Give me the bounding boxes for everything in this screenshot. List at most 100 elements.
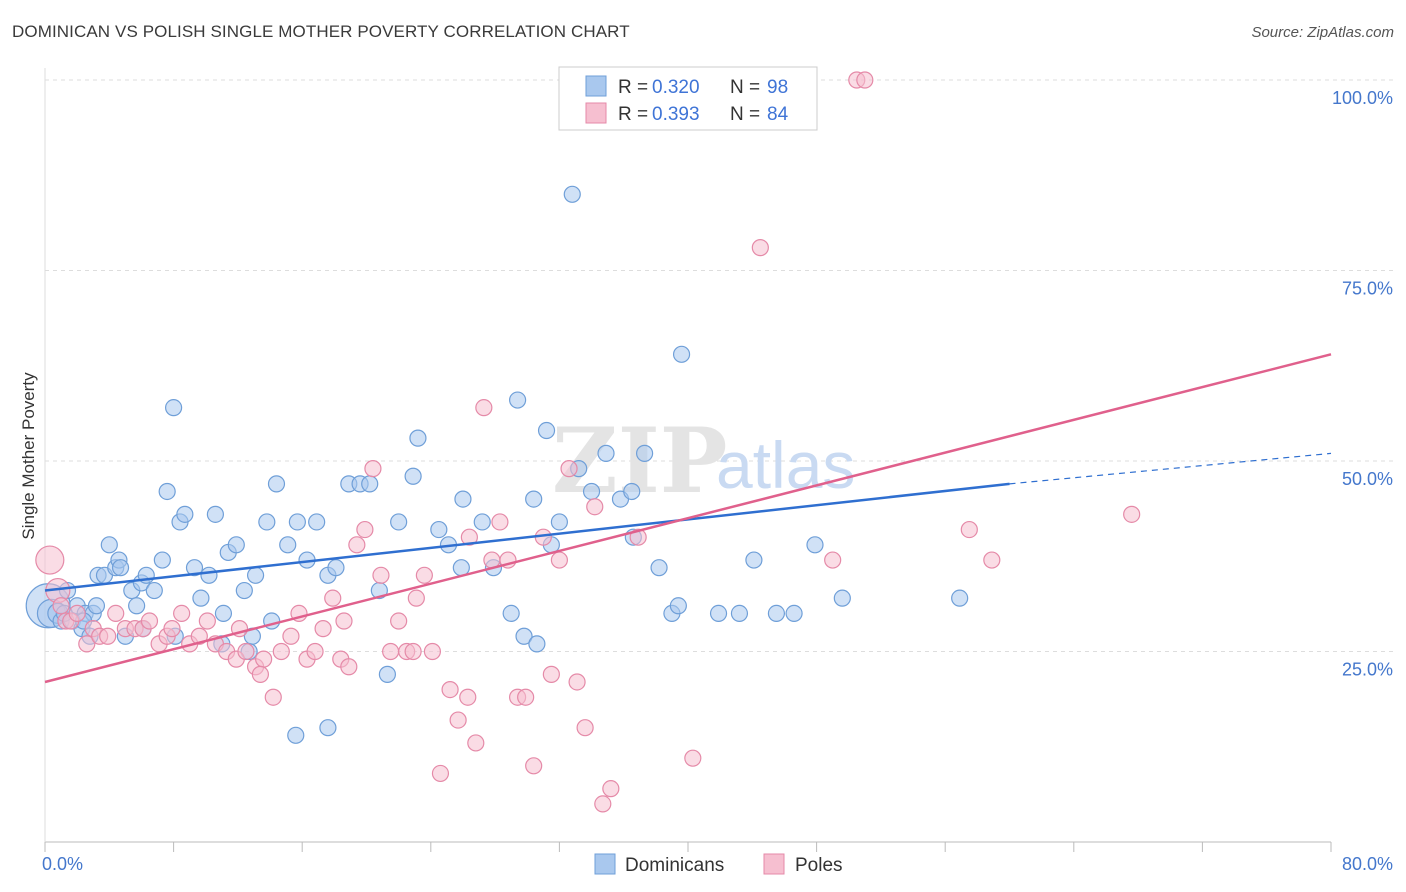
dominican-point: [537, 421, 556, 440]
poles-point: [356, 520, 374, 539]
poles-point: [190, 627, 208, 645]
dominican-point: [235, 581, 253, 600]
poles-point: [107, 604, 125, 623]
dominican-point: [145, 581, 163, 600]
dominican-point: [279, 536, 297, 554]
y-axis-title: Single Mother Poverty: [19, 372, 38, 540]
poles-point: [404, 642, 422, 661]
dominican-point: [672, 345, 691, 363]
series-legend: Dominicans Poles: [594, 853, 843, 876]
dominican-point: [951, 589, 969, 607]
dominicans-trend-extension: [1009, 452, 1332, 485]
dominican-point: [327, 559, 345, 577]
dominican-point: [128, 597, 146, 615]
dominican-point: [378, 665, 396, 683]
x-tick-label-max: 80.0%: [1342, 854, 1393, 874]
dominican-point: [165, 399, 183, 417]
dominican-point: [192, 589, 210, 607]
watermark: ZIP atlas: [552, 408, 855, 514]
dominican-point: [473, 513, 491, 531]
poles-point: [340, 658, 358, 676]
poles-point: [517, 688, 535, 706]
poles-point: [78, 635, 96, 653]
dominican-point: [287, 726, 305, 744]
dominican-point: [361, 475, 379, 493]
poles-point: [1123, 505, 1141, 523]
dominican-point: [267, 475, 286, 493]
trend-lines: [44, 353, 1332, 684]
y-tick-label: 100.0%: [1332, 88, 1393, 108]
dominican-point: [319, 719, 337, 737]
poles-point: [251, 665, 270, 683]
chart-title: DOMINICAN VS POLISH SINGLE MOTHER POVERT…: [12, 22, 630, 41]
poles-point: [282, 627, 300, 645]
dominican-point: [582, 482, 601, 501]
poles-point: [255, 650, 273, 668]
poles-point: [173, 604, 191, 623]
dominican-point: [185, 559, 204, 577]
poles-point: [423, 642, 442, 661]
poles-point: [459, 688, 477, 706]
bottom-swatch-dominicans: [594, 853, 616, 875]
legend-r-label-2: R =: [618, 104, 648, 125]
poles-point: [431, 764, 450, 783]
poles-point: [751, 239, 769, 257]
x-ticks: [44, 842, 1332, 852]
stats-legend: R = 0.320 N = 98 R = 0.393 N = 84: [558, 66, 818, 131]
dominican-point: [246, 566, 265, 584]
dominican-point: [502, 604, 520, 623]
dominican-point: [409, 429, 427, 447]
dominican-point: [730, 604, 749, 623]
dominican-point: [563, 185, 581, 203]
dominican-point: [550, 513, 569, 531]
dominican-point: [785, 604, 803, 623]
poles-point: [372, 566, 390, 584]
poles-point: [856, 71, 874, 89]
dominican-point: [111, 559, 130, 577]
legend-swatch-dominicans: [585, 75, 607, 97]
poles-point: [560, 460, 578, 478]
dominican-point: [525, 490, 543, 508]
dominican-point: [650, 559, 668, 577]
poles-point: [576, 719, 594, 737]
poles-point: [390, 612, 408, 630]
legend-r-value-2: 0.393: [652, 104, 700, 125]
poles-point: [960, 520, 978, 539]
dominican-point: [528, 635, 546, 653]
poles-trend-line: [44, 353, 1332, 684]
dominican-point: [806, 536, 824, 554]
poles-point: [415, 566, 433, 584]
dominican-point: [214, 604, 233, 623]
legend-n-label-1: N =: [730, 77, 760, 98]
dominican-point: [515, 627, 533, 645]
poles-point: [314, 620, 332, 638]
x-tick-label-min: 0.0%: [42, 854, 83, 874]
poles-point: [68, 604, 86, 623]
dominican-point: [100, 536, 118, 554]
poles-point: [684, 749, 702, 767]
poles-point: [198, 612, 216, 630]
dominican-point: [87, 597, 106, 615]
poles-point: [441, 680, 459, 699]
poles-point: [824, 551, 842, 569]
poles-point: [568, 673, 586, 691]
poles-point: [348, 536, 366, 554]
poles-point: [35, 545, 65, 575]
legend-r-value-1: 0.320: [652, 77, 700, 98]
poles-point: [52, 597, 70, 615]
poles-point: [594, 795, 612, 813]
poles-point: [306, 642, 324, 661]
legend-n-value-2: 84: [767, 104, 789, 125]
poles-point: [335, 612, 353, 630]
legend-n-value-1: 98: [767, 77, 788, 98]
dominican-point: [206, 505, 224, 523]
dominican-point: [635, 444, 654, 462]
watermark-atlas: atlas: [716, 428, 855, 502]
dominican-point: [288, 513, 306, 531]
dominican-point: [623, 482, 641, 501]
dominican-point: [430, 520, 448, 539]
dominican-point: [833, 589, 851, 607]
legend-swatch-poles: [585, 102, 607, 124]
poles-point: [382, 642, 400, 661]
y-tick-labels: 100.0% 75.0% 50.0% 25.0%: [1332, 88, 1393, 680]
